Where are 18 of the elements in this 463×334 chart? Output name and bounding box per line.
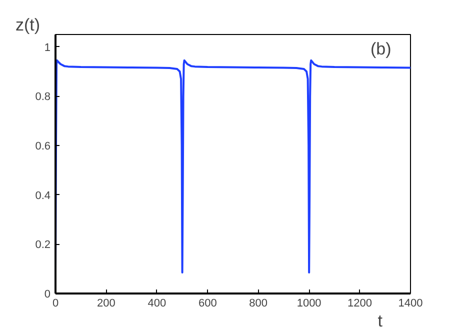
x-tick-label: 200 [97, 298, 116, 310]
annotation: (b) [370, 40, 392, 58]
y-tick-label: 0.6 [35, 140, 51, 152]
y-tick-label: 0 [44, 288, 51, 300]
y-axis-title: z(t) [16, 16, 40, 34]
x-tick-label: 1400 [398, 298, 423, 310]
x-tick-label: 400 [148, 298, 166, 310]
y-tick-label: 0.8 [35, 91, 51, 104]
line-series [56, 59, 410, 274]
y-tick-label: 0.2 [35, 239, 51, 252]
y-tick-label: 1 [44, 42, 51, 54]
x-tick-label: 600 [198, 298, 217, 310]
x-tick-label: 800 [249, 298, 268, 310]
y-tick-label: 0.4 [35, 190, 51, 202]
x-tick-label: 0 [52, 298, 59, 310]
x-axis-title: t [378, 312, 383, 330]
x-tick-label: 1000 [296, 298, 322, 310]
x-tick-label: 1200 [348, 298, 372, 310]
